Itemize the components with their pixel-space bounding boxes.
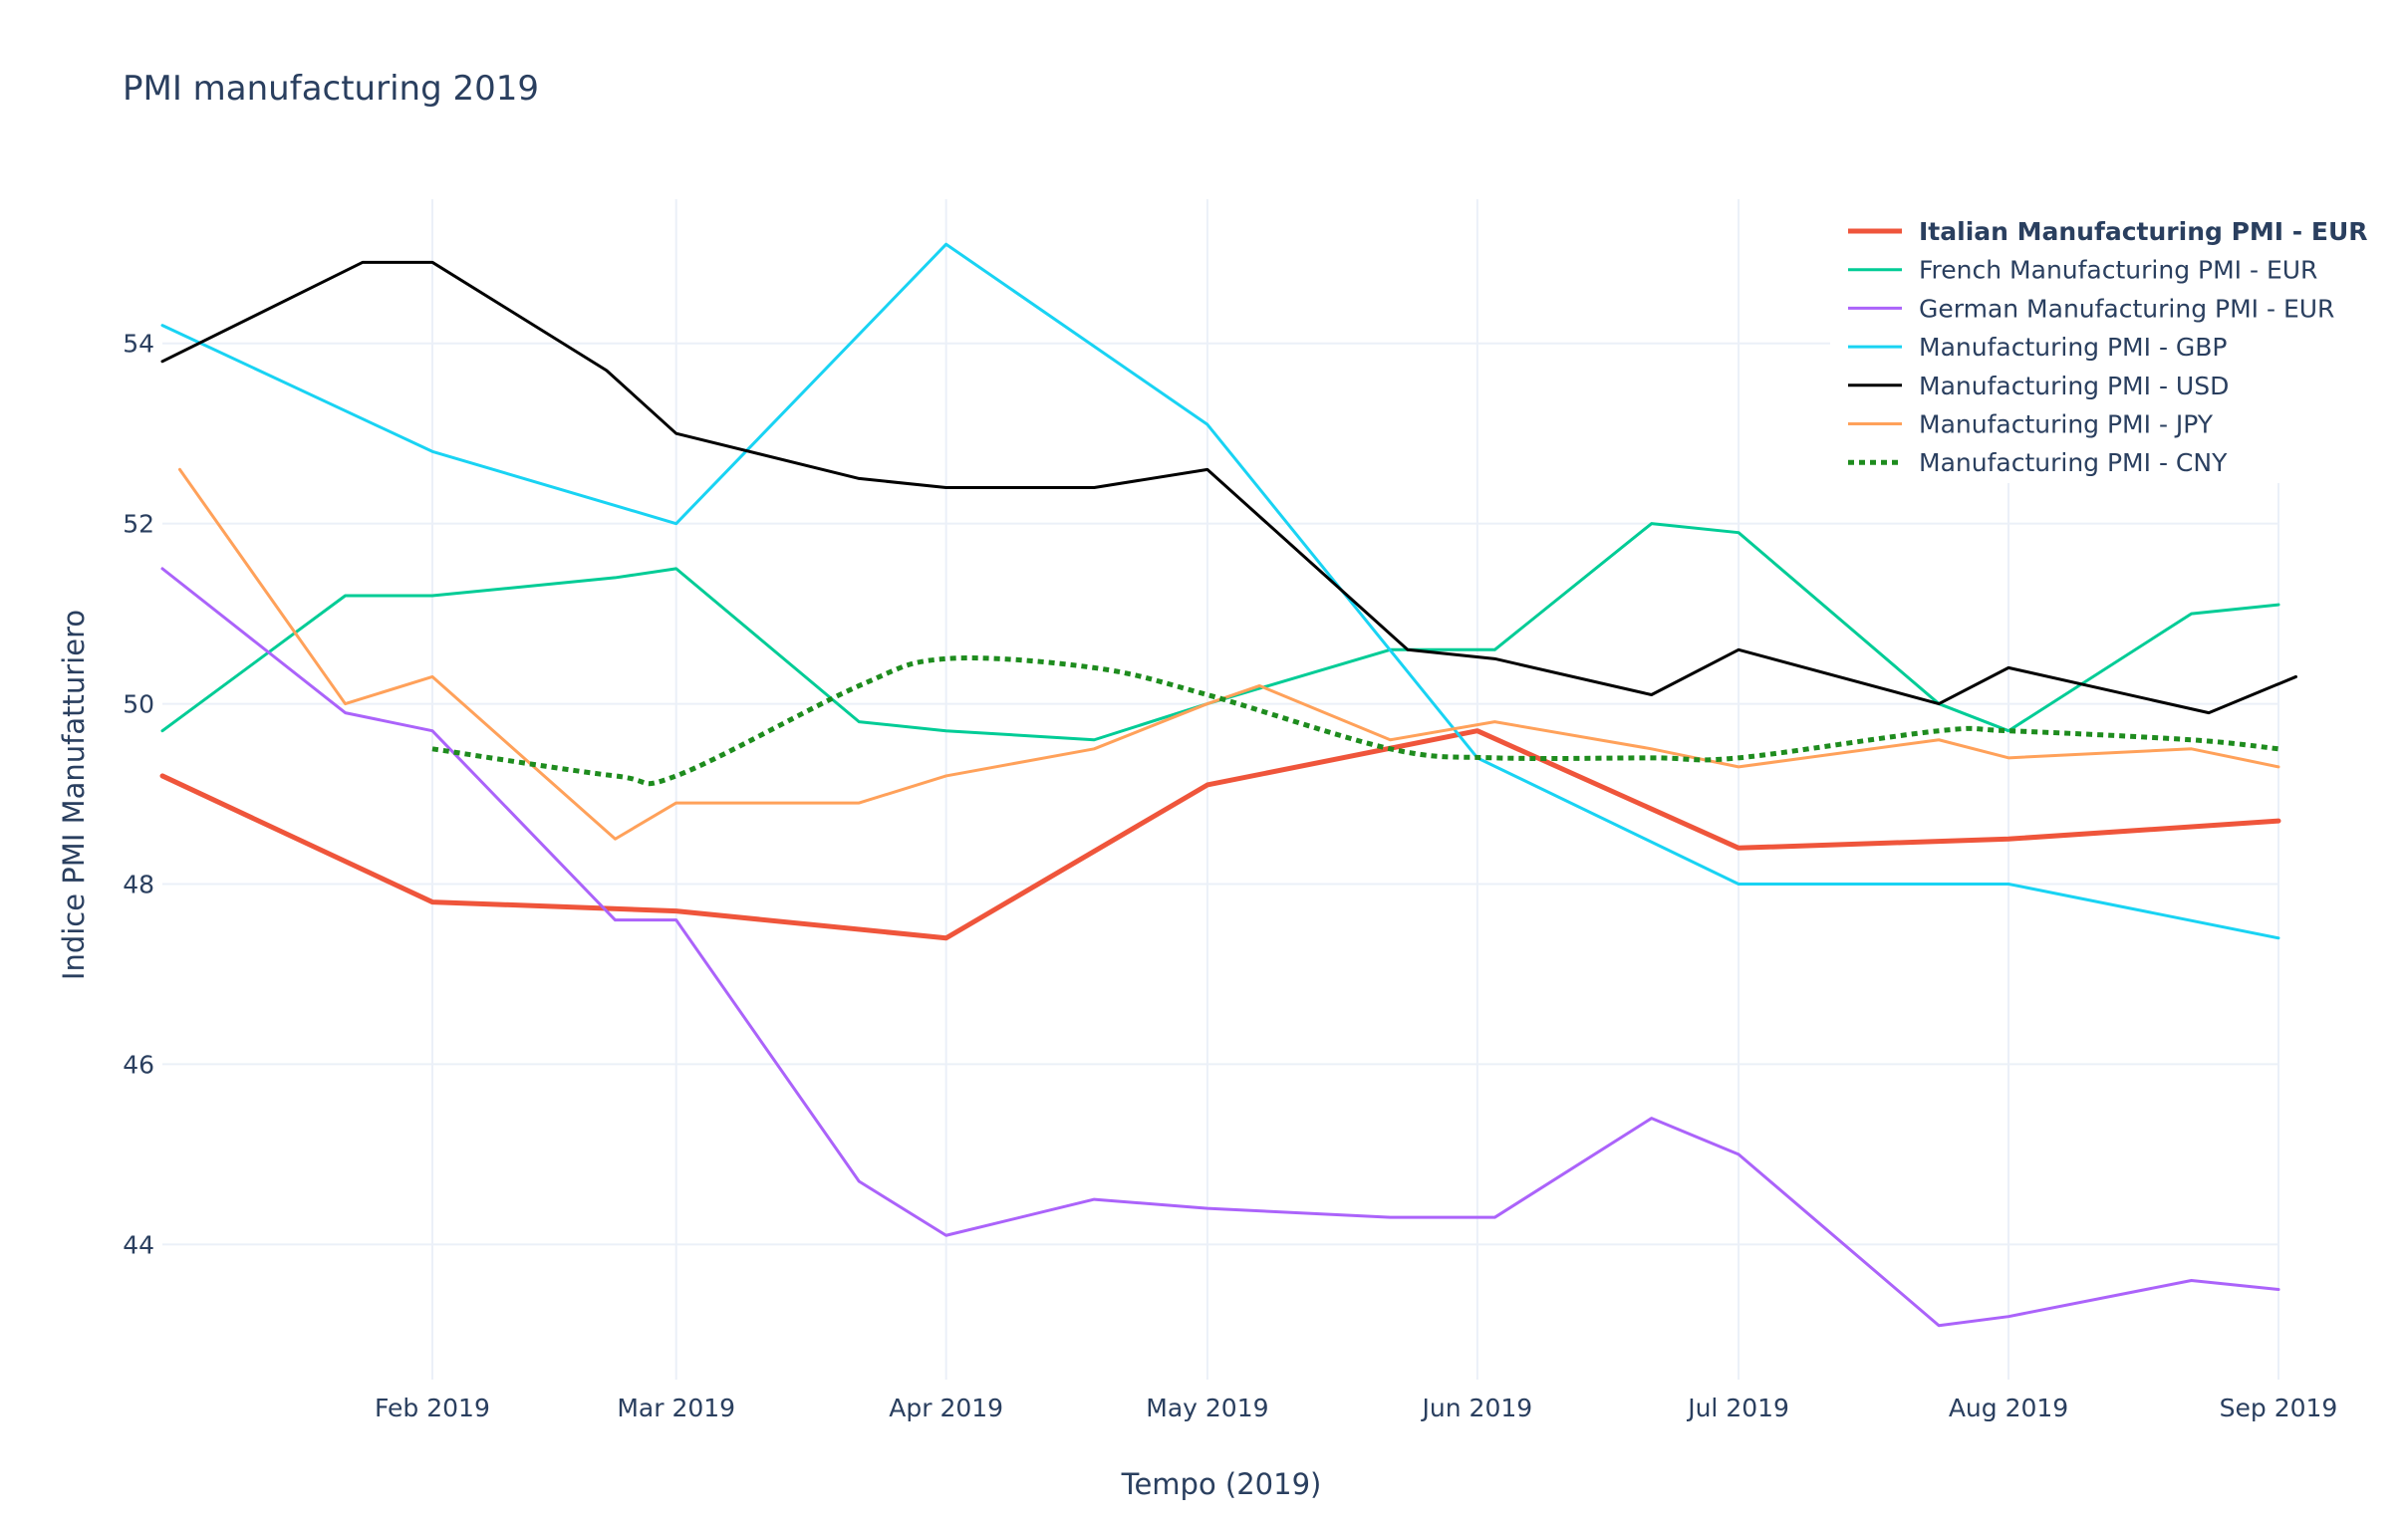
legend[interactable]: Italian Manufacturing PMI - EUR French Ma…: [1830, 194, 2368, 483]
legend-item[interactable]: Manufacturing PMI - USD: [1848, 372, 2229, 400]
series-line-6: [431, 655, 2279, 787]
series-line-4: [160, 260, 2297, 715]
legend-item[interactable]: French Manufacturing PMI - EUR: [1848, 256, 2317, 285]
legend-label: Manufacturing PMI - JPY: [1919, 410, 2214, 439]
legend-item[interactable]: Manufacturing PMI - GBP: [1848, 333, 2228, 362]
x-tick-label: Sep 2019: [2220, 1394, 2338, 1422]
x-axis-title: Tempo (2019): [1121, 1467, 1322, 1501]
legend-label: German Manufacturing PMI - EUR: [1919, 294, 2334, 323]
x-axis-ticks: Feb 2019 Mar 2019 Apr 2019 May 2019 Jun 2019…: [375, 1394, 2337, 1422]
legend-label: Manufacturing PMI - CNY: [1919, 448, 2228, 477]
x-tick-label: Aug 2019: [1949, 1394, 2068, 1422]
legend-label: Italian Manufacturing PMI - EUR: [1919, 217, 2368, 246]
y-tick-label: 44: [123, 1230, 154, 1259]
x-tick-label: Feb 2019: [375, 1394, 490, 1422]
series-line-3: [160, 242, 2280, 940]
legend-item[interactable]: Italian Manufacturing PMI - EUR: [1848, 217, 2368, 246]
series-line-0: [159, 728, 2281, 941]
y-axis-ticks: 44 46 48 50 52 54: [123, 330, 154, 1260]
y-tick-label: 52: [123, 510, 154, 539]
legend-label: French Manufacturing PMI - EUR: [1919, 256, 2317, 285]
chart-title: PMI manufacturing 2019: [123, 69, 539, 109]
legend-background: [1830, 194, 2308, 483]
legend-item[interactable]: German Manufacturing PMI - EUR: [1848, 294, 2334, 323]
y-tick-label: 50: [123, 690, 154, 719]
legend-label: Manufacturing PMI - GBP: [1919, 333, 2228, 362]
series-lines: [159, 242, 2297, 1328]
x-tick-label: May 2019: [1146, 1394, 1268, 1422]
legend-item[interactable]: Manufacturing PMI - JPY: [1848, 410, 2214, 439]
legend-label: Manufacturing PMI - USD: [1919, 372, 2229, 400]
y-axis-title: Indice PMI Manufatturiero: [57, 610, 91, 980]
legend-item[interactable]: Manufacturing PMI - CNY: [1848, 448, 2228, 477]
x-tick-label: Apr 2019: [889, 1394, 1003, 1422]
x-tick-label: Jul 2019: [1686, 1394, 1789, 1422]
series-line-5: [177, 467, 2280, 841]
series-line-1: [160, 522, 2280, 742]
x-tick-label: Mar 2019: [617, 1394, 735, 1422]
y-tick-label: 48: [123, 870, 154, 898]
y-tick-label: 54: [123, 330, 154, 359]
x-tick-label: Jun 2019: [1421, 1394, 1533, 1422]
series-line-2: [160, 567, 2280, 1328]
y-tick-label: 46: [123, 1050, 154, 1079]
